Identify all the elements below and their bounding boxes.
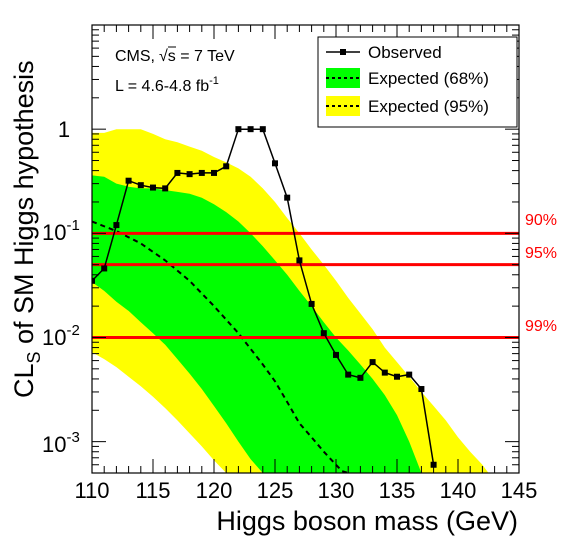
observed-point <box>92 277 95 284</box>
x-tick-label: 110 <box>74 478 109 503</box>
x-tick-label: 145 <box>501 478 538 503</box>
observed-point <box>113 222 120 229</box>
y-tick-labels: 1 10-1 10-2 10-3 <box>42 117 80 457</box>
observed-point <box>235 126 242 133</box>
experiment-annotation: CMS, √s = 7 TeV L = 4.6-4.8 fb-1 <box>115 46 235 95</box>
x-tick-labels: 110 115 120 125 130 135 140 145 <box>74 478 537 503</box>
legend-band95-swatch <box>326 96 360 116</box>
expected-median-line <box>92 220 349 473</box>
observed-point <box>394 373 400 380</box>
y-tick-label-1e-3: 10-3 <box>42 429 80 457</box>
observed-point <box>125 177 132 184</box>
observed-point <box>406 371 413 378</box>
y-axis-title: CLS of SM Higgs hypothesis <box>9 60 44 398</box>
axes-frame <box>91 24 520 474</box>
legend-band95-label: Expected (95%) <box>368 97 489 116</box>
x-axis-title: Higgs boson mass (GeV) <box>216 506 518 536</box>
observed-point <box>101 265 108 272</box>
observed-point <box>223 163 230 170</box>
confidence-level-lines <box>92 231 519 339</box>
x-tick-label: 130 <box>318 478 355 503</box>
x-tick-label: 140 <box>440 478 477 503</box>
observed-point <box>369 359 376 366</box>
x-tick-label: 115 <box>135 478 170 503</box>
observed-point <box>211 169 217 176</box>
band-68-area <box>92 175 422 473</box>
observed-point <box>418 386 425 393</box>
observed-point <box>150 184 156 191</box>
cl-label-90: 90% <box>525 212 557 229</box>
annotation-line-2: L = 4.6-4.8 fb-1 <box>115 75 219 95</box>
x-tick-label: 120 <box>196 478 233 503</box>
legend-observed-label: Observed <box>368 43 442 62</box>
legend: Observed Expected (68%) Expected (95%) <box>317 36 518 128</box>
cl-label-95: 95% <box>525 245 557 262</box>
observed-line-group <box>92 126 437 468</box>
observed-point <box>333 351 339 358</box>
observed-point <box>430 461 437 468</box>
x-tick-label: 135 <box>379 478 416 503</box>
observed-point <box>296 257 303 264</box>
annotation-line-1: CMS, √s = 7 TeV <box>115 48 235 65</box>
expected-median-line-group <box>92 220 349 473</box>
y-tick-label-1e-2: 10-2 <box>42 322 80 350</box>
observed-point <box>345 371 352 378</box>
y-tick-label-1e-1: 10-1 <box>42 217 80 245</box>
observed-point <box>272 160 278 167</box>
x-tick-label: 125 <box>257 478 294 503</box>
observed-point <box>186 171 193 178</box>
observed-point <box>320 330 327 337</box>
observed-point <box>162 185 169 192</box>
observed-point <box>381 369 388 376</box>
observed-point <box>174 169 181 176</box>
observed-point <box>308 300 315 307</box>
legend-band68-label: Expected (68%) <box>368 69 489 88</box>
y-tick-label-1: 1 <box>58 117 70 142</box>
cl-label-99: 99% <box>525 318 557 335</box>
observed-point <box>284 194 291 201</box>
legend-observed-marker <box>340 49 346 55</box>
observed-point <box>357 374 364 381</box>
observed-point <box>198 169 205 176</box>
observed-point <box>137 182 144 189</box>
expected-bands <box>92 129 489 473</box>
observed-point <box>247 126 254 133</box>
legend-band68-swatch <box>326 68 360 88</box>
observed-point <box>259 126 266 133</box>
